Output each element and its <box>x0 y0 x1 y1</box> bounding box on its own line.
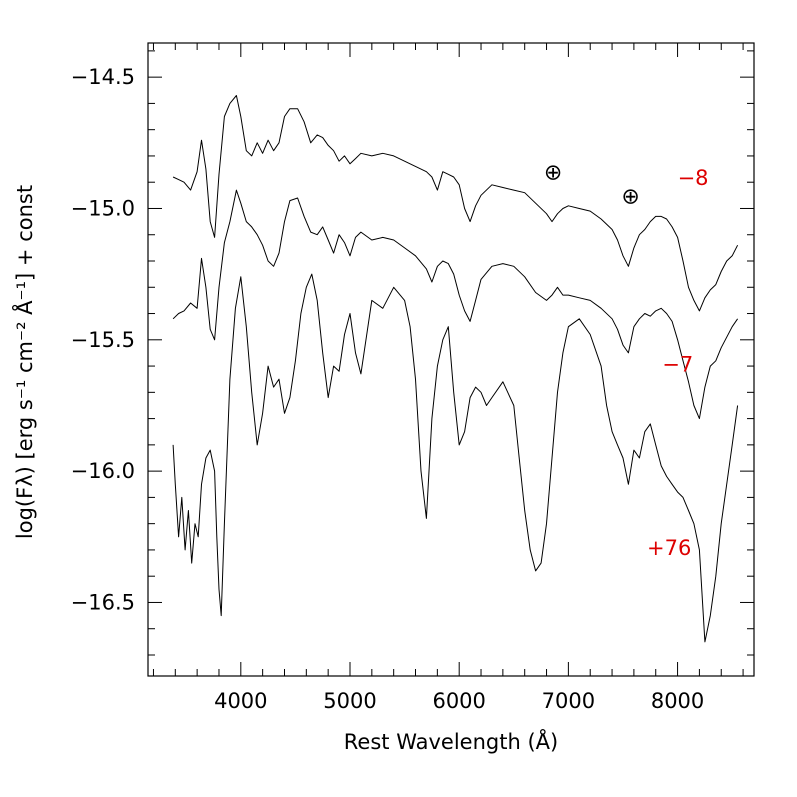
x-axis-label: Rest Wavelength (Å) <box>344 728 558 754</box>
spectrum-line-1 <box>172 189 739 420</box>
x-tick-label: 4000 <box>214 689 267 713</box>
x-tick-label: 8000 <box>651 689 704 713</box>
spectra-series <box>172 95 739 643</box>
y-tick-label: −15.5 <box>71 328 135 352</box>
plot-frame <box>147 42 755 677</box>
epoch-label: +76 <box>647 536 691 560</box>
spectra-labels: −8 −7 +76 <box>647 166 709 560</box>
telluric-earth-icon: ⊕ <box>544 161 562 186</box>
telluric-markers: ⊕⊕ <box>544 161 640 210</box>
telluric-earth-icon: ⊕ <box>621 184 639 209</box>
axis-ticks <box>148 43 754 676</box>
y-tick-label: −16.0 <box>71 459 135 483</box>
y-axis-label: log(Fλ) [erg s⁻¹ cm⁻² Å⁻¹] + const <box>11 185 37 539</box>
epoch-label: −8 <box>678 166 709 190</box>
axis-tick-labels: 4000 5000 6000 7000 8000 −14.5 −15.0 −15.5 −16.0… <box>71 65 705 713</box>
y-tick-label: −14.5 <box>71 65 135 89</box>
x-tick-label: 5000 <box>323 689 376 713</box>
spectrum-line-2 <box>172 273 739 643</box>
y-tick-label: −15.0 <box>71 196 135 220</box>
spectrum-line-0 <box>172 95 739 312</box>
epoch-label: −7 <box>662 352 693 376</box>
x-tick-label: 6000 <box>432 689 485 713</box>
x-tick-label: 7000 <box>542 689 595 713</box>
y-tick-label: −16.5 <box>71 590 135 614</box>
